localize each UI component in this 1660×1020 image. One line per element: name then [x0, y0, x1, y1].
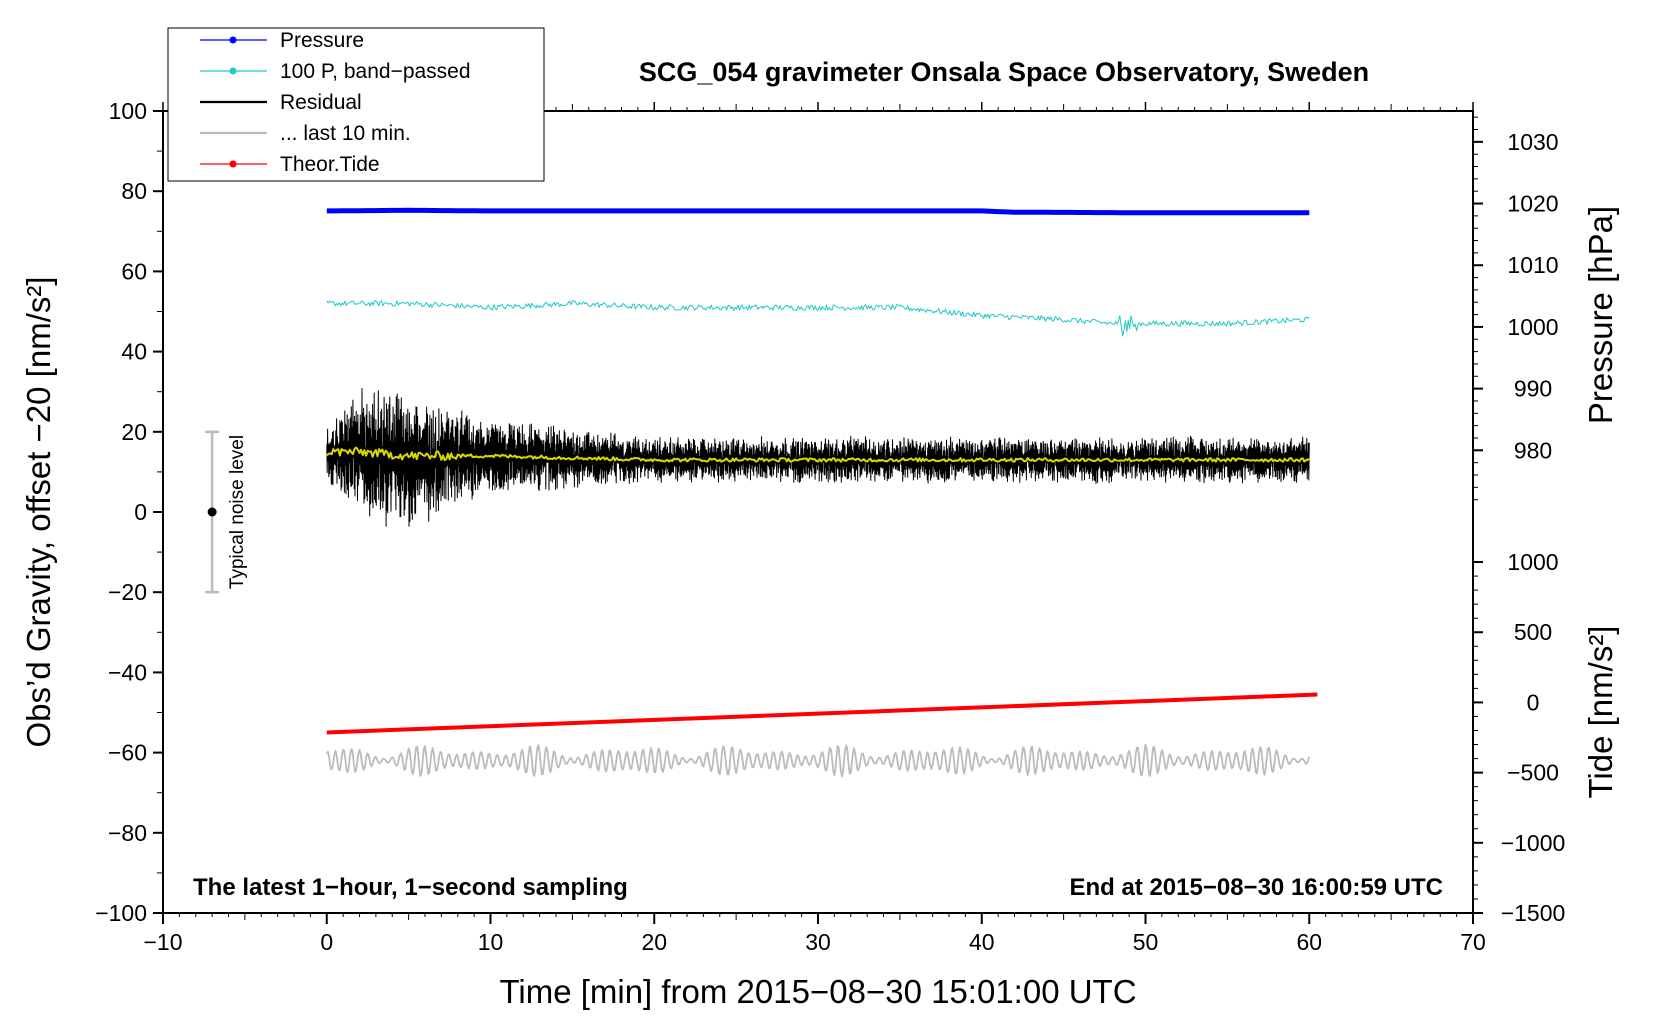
smoothed-residual-line	[326, 446, 1311, 463]
y-tick-label: 0	[134, 499, 147, 525]
tide-tick-label: −1000	[1501, 830, 1566, 856]
plot-series	[325, 207, 1318, 778]
y-tick-label: −60	[108, 740, 147, 766]
tide-tick-label: −1500	[1501, 900, 1566, 926]
tide-tick-label: 500	[1514, 619, 1552, 645]
y-tick-label: 20	[121, 419, 147, 445]
y-tick-label: 80	[121, 178, 147, 204]
tick-labels: −10 0 10 20 30 40 50 60 70100806040200−20−40−60−…	[95, 98, 1565, 955]
theoretical-tide-line	[326, 692, 1318, 735]
x-tick-label: −10	[143, 929, 182, 955]
tide-tick-label: −500	[1507, 760, 1559, 786]
pressure-tick-label: 990	[1514, 376, 1552, 402]
pressure-tick-label: 980	[1514, 437, 1552, 463]
y-tick-label: 40	[121, 339, 147, 365]
x-tick-label: 70	[1460, 929, 1486, 955]
noise-level-indicator: Typical noise level	[205, 430, 248, 594]
noise-center-dot	[207, 507, 217, 517]
legend-label: ... last 10 min.	[280, 122, 411, 145]
y-tick-label: −20	[108, 579, 147, 605]
pressure-line	[326, 207, 1310, 216]
tide-axis-title: Tide [nm/s²]	[1582, 626, 1619, 799]
pressure-tick-label: 1010	[1507, 252, 1558, 278]
residual-line	[326, 388, 1310, 527]
x-tick-label: 40	[969, 929, 995, 955]
tick-marks	[153, 102, 1483, 924]
legend-label: Theor.Tide	[280, 153, 380, 176]
tide-tick-label: 0	[1527, 689, 1540, 715]
noise-level-label: Typical noise level	[227, 435, 248, 589]
plot-frame	[162, 110, 1474, 914]
pressure-tick-label: 1020	[1507, 191, 1558, 217]
x-tick-label: 60	[1296, 929, 1322, 955]
pressure-tick-label: 1030	[1507, 129, 1558, 155]
legend-label: 100 P, band−passed	[280, 60, 471, 83]
x-axis-title: Time [min] from 2015−08−30 15:01:00 UTC	[499, 973, 1136, 1010]
x-tick-label: 30	[805, 929, 831, 955]
x-tick-label: 0	[320, 929, 333, 955]
band-passed-pressure-line	[326, 300, 1310, 337]
legend-label: Residual	[280, 91, 362, 114]
end-time-note: End at 2015−08−30 16:00:59 UTC	[1069, 874, 1443, 901]
legend-marker	[229, 36, 237, 44]
sampling-note: The latest 1−hour, 1−second sampling	[193, 874, 628, 901]
x-tick-label: 50	[1133, 929, 1159, 955]
x-tick-label: 10	[478, 929, 504, 955]
legend-marker	[229, 160, 237, 168]
pressure-tick-label: 1000	[1507, 314, 1558, 340]
y-tick-label: −80	[108, 820, 147, 846]
pressure-axis-title: Pressure [hPa]	[1582, 206, 1619, 424]
chart-title: SCG_054 gravimeter Onsala Space Observat…	[639, 57, 1369, 87]
y-tick-label: −40	[108, 659, 147, 685]
tide-tick-label: 1000	[1507, 549, 1558, 575]
x-tick-label: 20	[641, 929, 667, 955]
legend-marker	[229, 67, 237, 75]
y-tick-label: 100	[109, 98, 147, 124]
y-tick-label: −100	[95, 900, 147, 926]
legend-box	[167, 27, 545, 182]
legend-label: Pressure	[280, 29, 364, 52]
y-tick-label: 60	[121, 258, 147, 284]
legend: Pressure 100 P, band−passed Residual ... la…	[167, 27, 545, 182]
last-10-min-line	[325, 743, 1311, 778]
y-axis-title: Obs’d Gravity, offset −20 [nm/s²]	[20, 276, 57, 747]
